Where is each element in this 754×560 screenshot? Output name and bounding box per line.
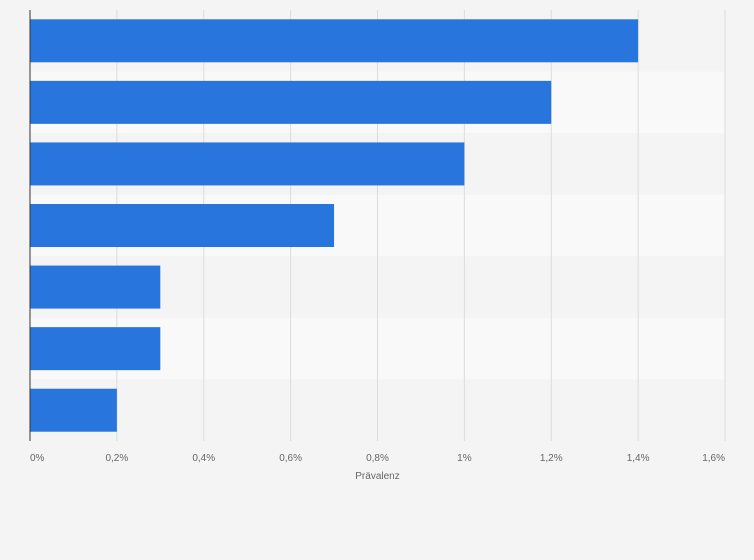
bar-1 [30, 19, 639, 63]
x-axis-title: Prävalenz [355, 471, 399, 482]
bar-7 [30, 388, 117, 432]
bar-4 [30, 204, 335, 247]
x-tick-label: 1,6% [702, 453, 725, 464]
x-tick-label: 1,2% [540, 453, 563, 464]
x-tick-label: 1% [457, 453, 472, 464]
bar-6 [30, 327, 161, 371]
x-tick-label: 0,4% [192, 453, 215, 464]
bars [30, 19, 639, 432]
x-tick-label: 0% [30, 453, 45, 464]
x-tick-label: 0,2% [105, 453, 128, 464]
x-tick-label: 0,8% [366, 453, 389, 464]
x-tick-label: 1,4% [627, 453, 650, 464]
x-tick-labels: 0% 0,2% 0,4% 0,6% 0,8% 1% 1,2% 1,4% 1,6% [30, 453, 725, 464]
x-tick-label: 0,6% [279, 453, 302, 464]
bar-5 [30, 265, 161, 309]
bar-3 [30, 142, 465, 186]
bar-2 [30, 80, 552, 124]
